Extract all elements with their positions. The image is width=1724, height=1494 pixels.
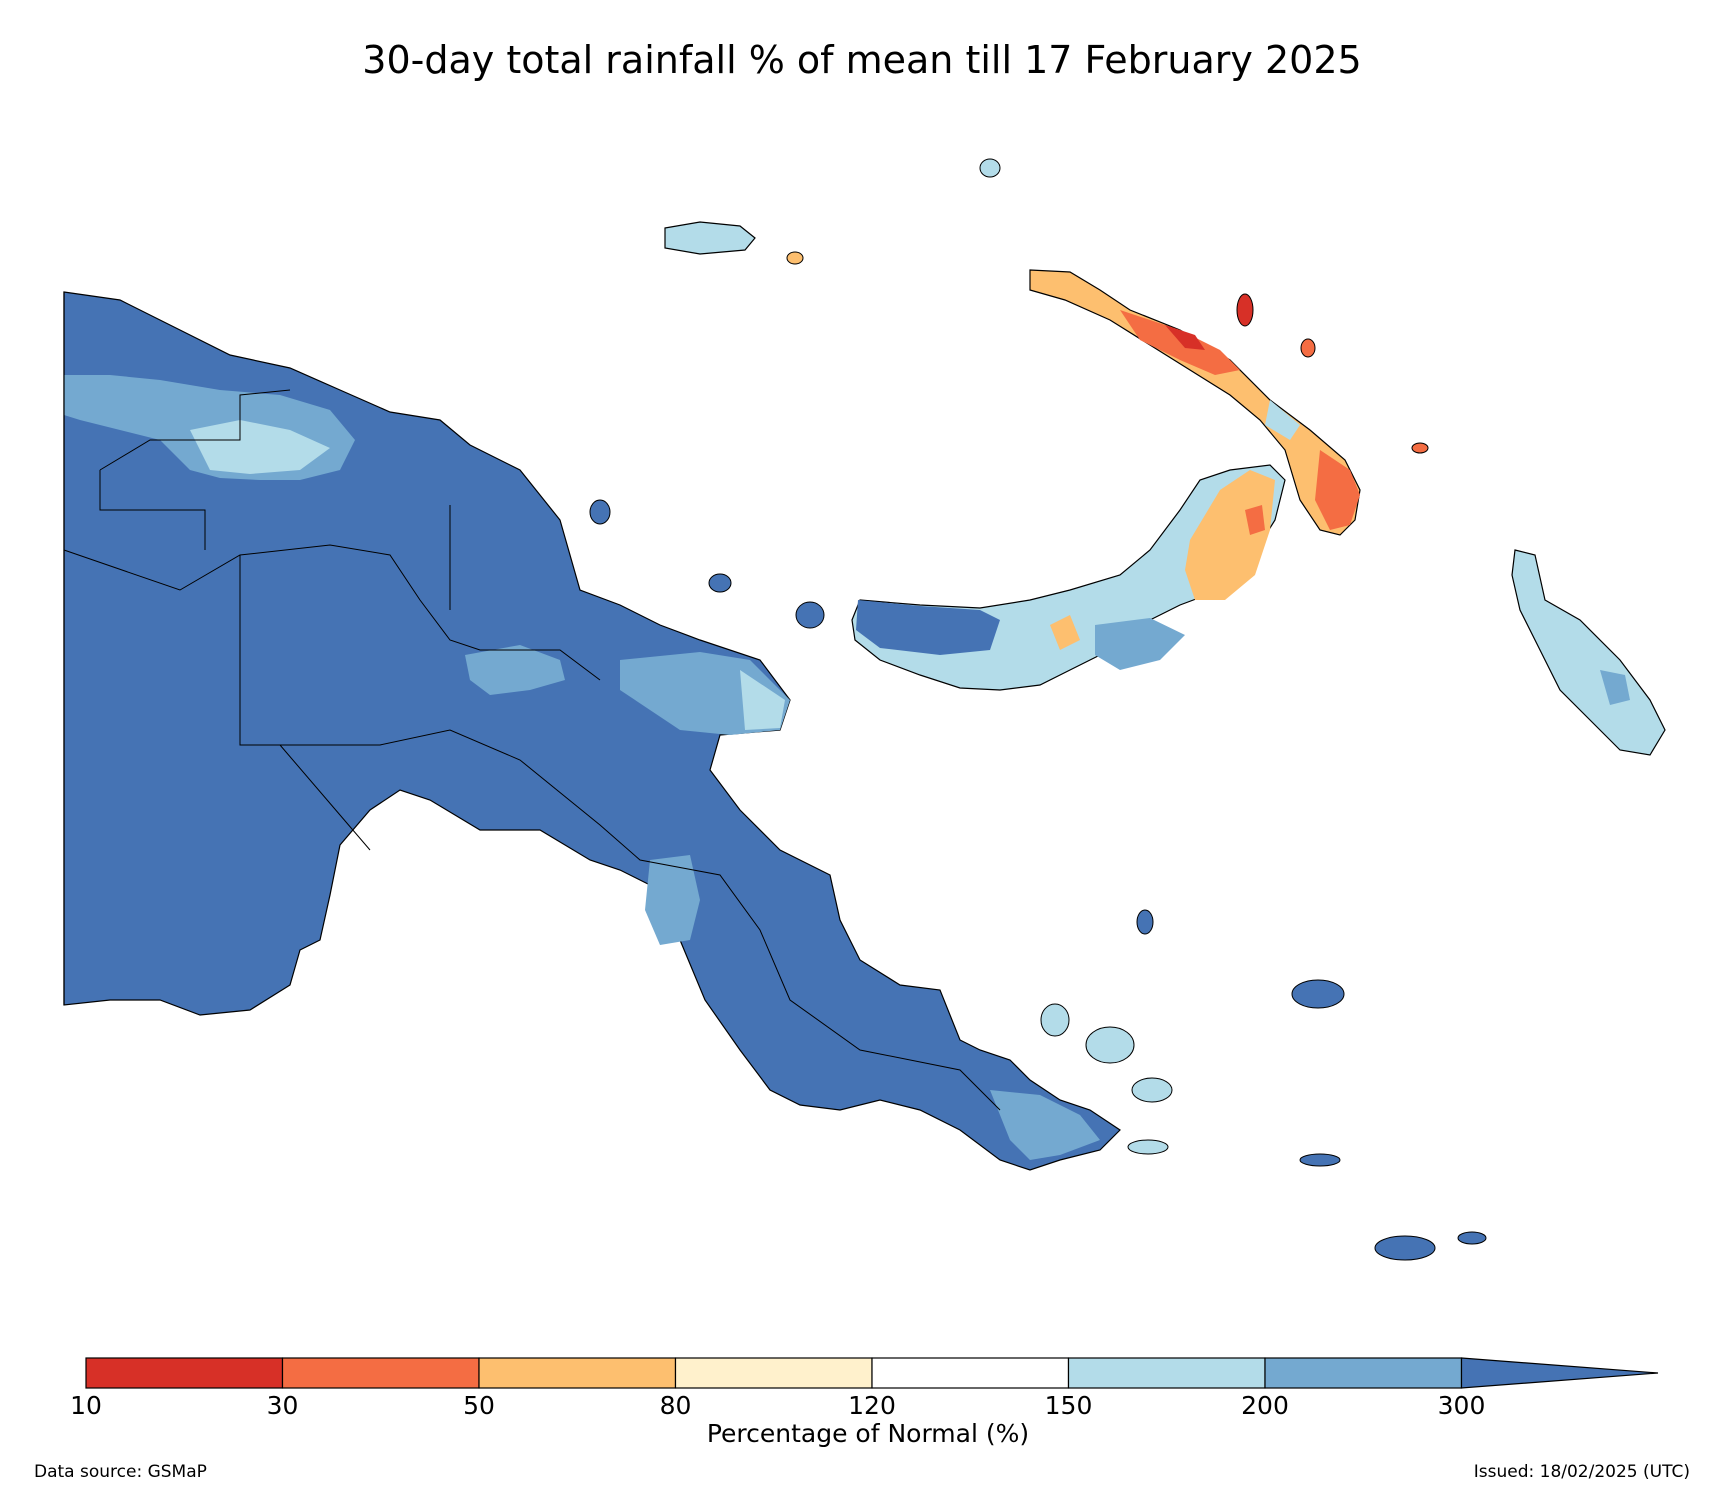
manus	[664, 221, 756, 255]
island-7	[1136, 909, 1154, 935]
island-1	[589, 499, 611, 525]
island-6	[1411, 442, 1429, 454]
bougainville-mid-blue	[1600, 670, 1630, 705]
new-britain-orange-east	[1185, 470, 1275, 600]
new-ireland-red-south	[1315, 450, 1360, 530]
colorbar-tick-label: 120	[848, 1391, 896, 1420]
new-ireland	[1029, 269, 1361, 536]
rainfall-map	[63, 158, 1666, 1261]
colorbar-ticks: 10 30 50 80 120 150 200 300	[70, 1391, 1485, 1420]
colorbar-tick-label: 80	[660, 1391, 692, 1420]
colorbar-tick-label: 50	[463, 1391, 495, 1420]
small-islands	[589, 158, 1487, 1261]
new-ireland-deep-red	[1165, 325, 1205, 350]
new-britain-orange-central	[1050, 615, 1080, 650]
region-mid-blue-south	[645, 855, 700, 945]
colorbar-tick-label: 300	[1438, 1391, 1486, 1420]
colorbar-extend-arrow	[1460, 1357, 1659, 1389]
island-north-2	[786, 251, 804, 265]
colorbar-tick-label: 10	[70, 1391, 102, 1420]
island-15	[1127, 1139, 1169, 1155]
province-lines	[63, 389, 1001, 1111]
island-3	[795, 601, 825, 629]
region-light-blue-north	[190, 420, 330, 474]
colorbar-tick-label: 200	[1241, 1391, 1289, 1420]
data-source: Data source: GSMaP	[34, 1462, 207, 1482]
island-12	[1299, 1153, 1341, 1167]
colorbar-bin	[871, 1357, 1070, 1389]
colorbar-tick-label: 30	[267, 1391, 299, 1420]
island-14	[1457, 1231, 1487, 1245]
island-4	[1236, 293, 1254, 327]
map-title: 30-day total rainfall % of mean till 17 …	[362, 38, 1362, 82]
island-8	[1291, 979, 1345, 1009]
island-9	[1040, 1003, 1070, 1037]
bougainville-shape	[1511, 549, 1666, 756]
colorbar-bin	[674, 1357, 873, 1389]
colorbar-tick-label: 150	[1045, 1391, 1093, 1420]
island-10	[1085, 1026, 1135, 1064]
region-mid-blue-tip	[990, 1090, 1100, 1160]
region-light-blue-east	[740, 670, 785, 730]
island-11	[1131, 1077, 1173, 1103]
island-north-1	[979, 158, 1001, 178]
mainland	[63, 291, 1121, 1171]
colorbar-bin	[1067, 1357, 1266, 1389]
new-britain-mid-blue-south	[1095, 618, 1185, 670]
new-britain-red-spot	[1245, 505, 1265, 535]
mainland-shape	[63, 291, 1121, 1171]
colorbar: 10 30 50 80 120 150 200 300 Percentage of Norma…	[70, 1357, 1659, 1448]
island-13	[1374, 1235, 1436, 1261]
colorbar-bin	[85, 1357, 284, 1389]
colorbar-bins	[85, 1357, 1659, 1389]
colorbar-label: Percentage of Normal (%)	[707, 1419, 1029, 1448]
island-2	[708, 573, 732, 593]
colorbar-bin	[478, 1357, 677, 1389]
bougainville	[1511, 549, 1666, 756]
colorbar-bin	[281, 1357, 480, 1389]
new-ireland-red-north	[1120, 310, 1240, 375]
colorbar-bin	[1264, 1357, 1463, 1389]
island-5	[1300, 338, 1316, 358]
new-ireland-light-blue	[1265, 400, 1300, 440]
new-britain-deep-blue-west	[856, 600, 1000, 655]
region-mid-blue-central	[465, 645, 565, 695]
issued-date: Issued: 18/02/2025 (UTC)	[1473, 1462, 1690, 1482]
new-britain	[851, 464, 1286, 691]
manus-shape	[664, 221, 756, 255]
